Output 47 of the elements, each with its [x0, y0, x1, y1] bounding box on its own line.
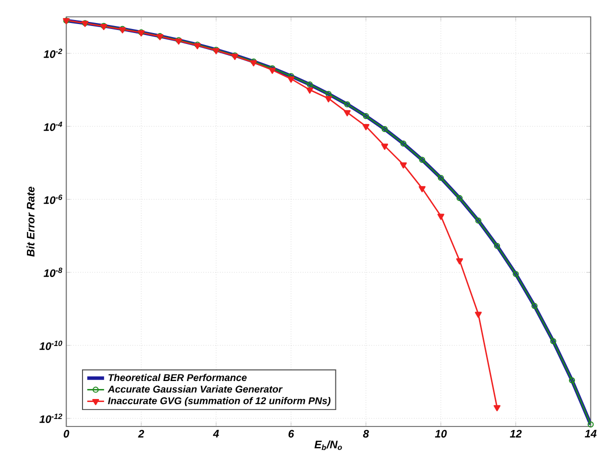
point [419, 156, 426, 163]
point [344, 110, 351, 116]
legend-label: Inaccurate GVG (summation of 12 uniform PNs) [108, 396, 330, 406]
point [381, 144, 388, 150]
point [437, 214, 444, 220]
point [494, 242, 500, 249]
legend-label: Accurate Gaussian Variate Generator [108, 385, 283, 393]
point [456, 258, 464, 264]
x-axis-title: E$_{b}$/N$_{o}$ [314, 440, 342, 450]
point [456, 195, 463, 202]
point [475, 218, 482, 224]
x-tick-label: 6 [288, 430, 294, 438]
x-tick-label: 4 [212, 430, 219, 438]
y-tick-label: 10$^{-2}$ [44, 48, 62, 58]
legend-label: Theoretical BER Performance [108, 374, 247, 382]
point [474, 312, 482, 318]
point [288, 76, 294, 83]
point [494, 405, 500, 412]
point [325, 96, 332, 102]
x-tick-label: 0 [64, 430, 70, 438]
point [306, 88, 314, 94]
point [362, 124, 370, 130]
x-tick-label: 8 [363, 430, 369, 438]
x-tick-label: 12 [510, 430, 522, 438]
point [400, 140, 406, 147]
x-tick-label: 14 [584, 430, 597, 438]
y-tick-label: 10$^{-6}$ [44, 194, 62, 204]
y-axis-title: Bit Error Rate [26, 186, 34, 257]
x-tick-label: 10 [435, 430, 447, 438]
point [325, 90, 332, 97]
point [268, 68, 276, 74]
x-tick-label: 2 [138, 430, 144, 438]
y-tick-label: 10$^{-12}$ [39, 414, 62, 423]
point [512, 270, 519, 278]
y-tick-label: 10$^{-10}$ [39, 340, 62, 350]
point [550, 338, 556, 344]
y-tick-label: 10$^{-8}$ [44, 268, 62, 277]
point [362, 113, 370, 120]
y-tick-label: 10$^{-4}$ [44, 122, 62, 131]
point [344, 101, 350, 108]
point [382, 126, 388, 132]
point [400, 162, 407, 169]
point [306, 81, 313, 88]
point [438, 174, 444, 181]
point [418, 186, 426, 192]
point [568, 377, 576, 384]
point [531, 302, 538, 309]
